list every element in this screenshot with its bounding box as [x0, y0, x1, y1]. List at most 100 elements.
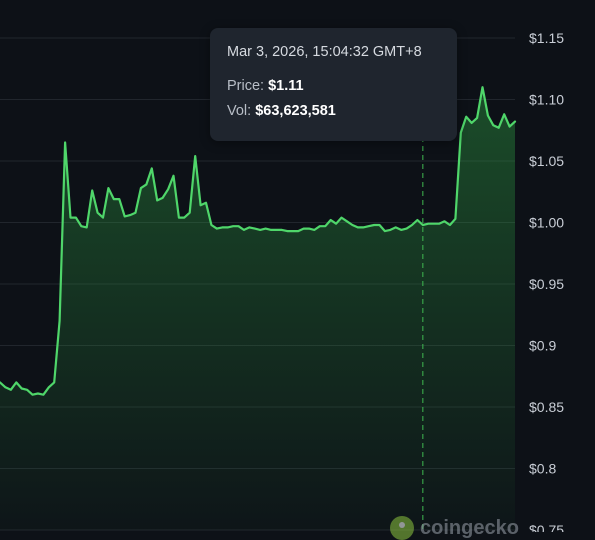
price-point-26[interactable]: [138, 186, 143, 191]
price-point-40[interactable]: [214, 226, 219, 231]
price-point-10[interactable]: [52, 380, 57, 385]
price-point-62[interactable]: [334, 221, 339, 226]
price-point-79[interactable]: [426, 221, 431, 226]
price-point-46[interactable]: [247, 225, 252, 230]
y-tick-label: $0.9: [529, 338, 556, 354]
price-point-67[interactable]: [361, 225, 366, 230]
price-point-72[interactable]: [388, 227, 393, 232]
price-point-31[interactable]: [166, 187, 171, 192]
price-point-93[interactable]: [502, 112, 507, 117]
price-point-48[interactable]: [258, 227, 263, 232]
price-point-35[interactable]: [187, 210, 192, 215]
price-point-88[interactable]: [475, 115, 480, 120]
price-point-36[interactable]: [193, 154, 198, 159]
price-point-33[interactable]: [176, 215, 181, 220]
price-point-56[interactable]: [301, 226, 306, 231]
price-point-52[interactable]: [279, 227, 284, 232]
tooltip-volume-row: Vol: $63,623,581: [227, 103, 440, 119]
price-point-91[interactable]: [491, 123, 496, 128]
price-point-28[interactable]: [149, 166, 154, 171]
y-tick-label: $1.00: [529, 215, 564, 231]
price-point-24[interactable]: [128, 213, 133, 218]
price-point-17[interactable]: [90, 188, 95, 193]
price-point-92[interactable]: [496, 125, 501, 130]
price-point-84[interactable]: [453, 216, 458, 221]
price-point-8[interactable]: [41, 392, 46, 397]
price-point-53[interactable]: [285, 229, 290, 234]
price-point-65[interactable]: [350, 223, 355, 228]
price-point-51[interactable]: [274, 227, 279, 232]
price-point-59[interactable]: [317, 224, 322, 229]
price-point-89[interactable]: [480, 85, 485, 90]
price-point-43[interactable]: [231, 224, 236, 229]
price-point-80[interactable]: [431, 221, 436, 226]
price-point-2[interactable]: [8, 387, 13, 392]
price-point-12[interactable]: [63, 140, 68, 145]
price-point-44[interactable]: [236, 224, 241, 229]
price-point-16[interactable]: [84, 225, 89, 230]
price-point-82[interactable]: [442, 219, 447, 224]
price-point-77[interactable]: [415, 218, 420, 223]
price-point-85[interactable]: [458, 130, 463, 135]
price-point-27[interactable]: [144, 182, 149, 187]
price-point-25[interactable]: [133, 210, 138, 215]
tooltip-price-label: Price:: [227, 78, 265, 94]
price-point-75[interactable]: [404, 226, 409, 231]
price-point-87[interactable]: [469, 120, 474, 125]
price-point-42[interactable]: [225, 225, 230, 230]
price-point-23[interactable]: [122, 214, 127, 219]
price-point-78[interactable]: [420, 223, 425, 228]
price-point-20[interactable]: [106, 186, 111, 191]
price-point-5[interactable]: [25, 387, 30, 392]
price-point-3[interactable]: [14, 380, 19, 385]
price-point-41[interactable]: [220, 225, 225, 230]
price-point-74[interactable]: [399, 227, 404, 232]
price-point-68[interactable]: [366, 224, 371, 229]
price-point-66[interactable]: [355, 225, 360, 230]
price-point-50[interactable]: [269, 227, 274, 232]
price-point-21[interactable]: [111, 197, 116, 202]
price-point-70[interactable]: [377, 223, 382, 228]
price-point-55[interactable]: [296, 229, 301, 234]
price-point-15[interactable]: [79, 224, 84, 229]
price-point-29[interactable]: [155, 198, 160, 203]
price-point-1[interactable]: [3, 385, 8, 390]
price-point-94[interactable]: [507, 124, 512, 129]
price-point-9[interactable]: [46, 385, 51, 390]
price-point-13[interactable]: [68, 215, 73, 220]
price-point-71[interactable]: [382, 229, 387, 234]
price-point-49[interactable]: [263, 226, 268, 231]
price-point-7[interactable]: [35, 391, 40, 396]
price-point-61[interactable]: [328, 218, 333, 223]
tooltip-timestamp: Mar 3, 2026, 15:04:32 GMT+8: [227, 44, 422, 60]
price-point-95[interactable]: [513, 119, 518, 124]
price-point-81[interactable]: [437, 221, 442, 226]
price-point-54[interactable]: [290, 229, 295, 234]
price-point-83[interactable]: [447, 223, 452, 228]
price-point-86[interactable]: [464, 114, 469, 119]
price-point-6[interactable]: [30, 392, 35, 397]
price-point-69[interactable]: [372, 223, 377, 228]
price-point-30[interactable]: [160, 195, 165, 200]
price-point-37[interactable]: [198, 203, 203, 208]
price-point-32[interactable]: [171, 173, 176, 178]
price-point-19[interactable]: [101, 215, 106, 220]
price-point-4[interactable]: [19, 386, 24, 391]
price-point-47[interactable]: [252, 226, 257, 231]
price-point-38[interactable]: [204, 200, 209, 205]
price-point-90[interactable]: [485, 113, 490, 118]
price-point-60[interactable]: [323, 224, 328, 229]
price-point-34[interactable]: [182, 215, 187, 220]
price-point-14[interactable]: [73, 215, 78, 220]
price-point-11[interactable]: [57, 318, 62, 323]
price-point-57[interactable]: [307, 226, 312, 231]
price-point-45[interactable]: [241, 227, 246, 232]
price-point-39[interactable]: [209, 223, 214, 228]
price-point-73[interactable]: [393, 225, 398, 230]
price-point-18[interactable]: [95, 210, 100, 215]
price-point-22[interactable]: [117, 197, 122, 202]
price-point-58[interactable]: [312, 227, 317, 232]
price-point-76[interactable]: [410, 223, 415, 228]
price-point-63[interactable]: [339, 215, 344, 220]
price-point-64[interactable]: [344, 219, 349, 224]
